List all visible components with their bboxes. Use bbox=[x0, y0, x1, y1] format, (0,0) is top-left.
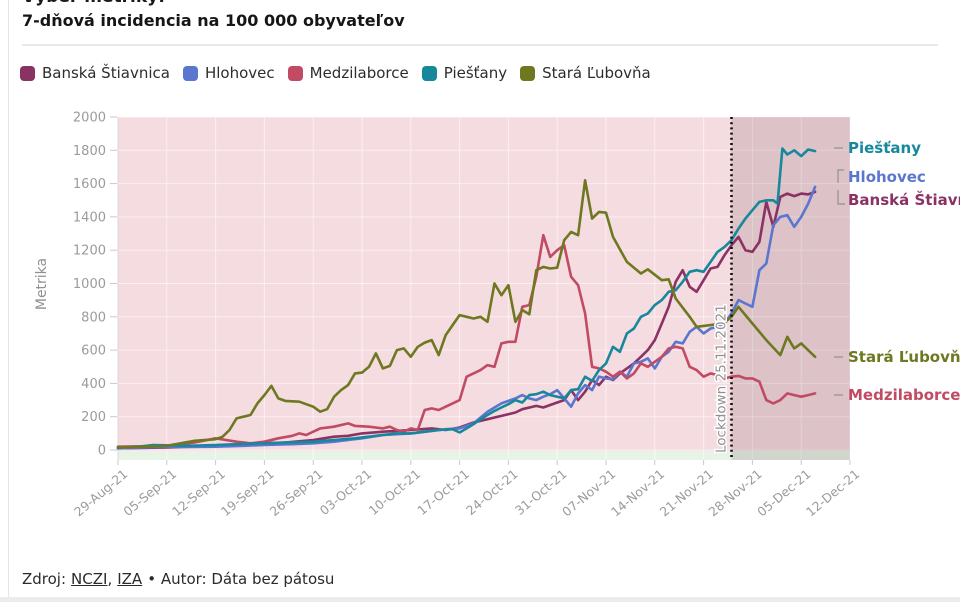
legend-item-stara-lubovna[interactable]: Stará Ľubovňa bbox=[520, 64, 651, 82]
source-comma: , bbox=[107, 570, 113, 588]
x-tick-label: 10-Oct-21 bbox=[365, 466, 423, 518]
y-tick-label: 800 bbox=[81, 310, 106, 325]
legend-label-banska-stiavnica: Banská Štiavnica bbox=[42, 64, 170, 82]
legend-label-stara-lubovna: Stará Ľubovňa bbox=[542, 64, 651, 82]
legend-item-banska-stiavnica[interactable]: Banská Štiavnica bbox=[20, 64, 170, 82]
y-tick-label: 1000 bbox=[73, 277, 106, 292]
x-tick-label: 12-Dec-21 bbox=[803, 466, 862, 519]
y-tick-label: 0 bbox=[98, 444, 106, 459]
x-tick-label: 17-Oct-21 bbox=[414, 466, 472, 518]
page-title: 7-dňová incidencia na 100 000 obyvateľov bbox=[22, 11, 405, 30]
series-end-label-hlohovec: Hlohovec bbox=[848, 168, 926, 186]
legend-swatch-piestany bbox=[421, 65, 437, 81]
legend-swatch-medzilaborce bbox=[287, 65, 303, 81]
legend-label-piestany: Piešťany bbox=[443, 64, 508, 82]
y-tick-label: 1600 bbox=[73, 177, 106, 192]
x-tick-label: 12-Sep-21 bbox=[169, 466, 228, 519]
source-prefix: Zdroj: bbox=[22, 570, 67, 588]
x-tick-label: 26-Sep-21 bbox=[267, 466, 326, 519]
source-link-iza[interactable]: IZA bbox=[117, 570, 143, 588]
title-divider bbox=[22, 44, 938, 46]
y-tick-label: 600 bbox=[81, 344, 106, 359]
legend-swatch-hlohovec bbox=[182, 65, 198, 81]
source-link-nczi[interactable]: NCZI bbox=[71, 570, 108, 588]
x-tick-label: 24-Oct-21 bbox=[463, 466, 521, 518]
end-label-leaders bbox=[834, 147, 845, 396]
legend-item-piestany[interactable]: Piešťany bbox=[421, 64, 508, 82]
y-tick-label: 1800 bbox=[73, 144, 106, 159]
legend-label-hlohovec: Hlohovec bbox=[204, 64, 275, 82]
chart-legend: Banská Štiavnica Hlohovec Medzilaborce Pieš… bbox=[20, 64, 664, 82]
series-line-medzilaborce bbox=[116, 233, 817, 448]
card-left-border bbox=[8, 0, 9, 602]
x-tick-label: 29-Aug-21 bbox=[71, 466, 130, 519]
x-tick-label: 19-Sep-21 bbox=[218, 466, 277, 519]
source-line: Zdroj: NCZI, IZA • Autor: Dáta bez pátosu bbox=[22, 570, 334, 588]
legend-label-medzilaborce: Medzilaborce bbox=[309, 64, 409, 82]
legend-item-hlohovec[interactable]: Hlohovec bbox=[182, 64, 275, 82]
series-line-piestany bbox=[116, 147, 817, 449]
plot-band-green bbox=[118, 451, 850, 460]
y-tick-label: 2000 bbox=[73, 111, 106, 126]
series-end-label-stara-lubovna: Stará Ľubovňa bbox=[848, 348, 960, 366]
series-line-banska-stiavnica bbox=[116, 190, 817, 450]
series-end-label-medzilaborce: Medzilaborce bbox=[848, 386, 960, 404]
y-tick-label: 1200 bbox=[73, 244, 106, 259]
post-lockdown-shading bbox=[731, 117, 850, 460]
source-suffix: • Autor: Dáta bez pátosu bbox=[147, 570, 335, 588]
series-end-label-banska-stiavnica: Banská Štiavnica bbox=[848, 190, 960, 209]
y-tick-label: 200 bbox=[81, 410, 106, 425]
series-line-stara-lubovna bbox=[116, 179, 817, 449]
bottom-edge bbox=[0, 597, 960, 602]
metric-selector-label: Výber metriky: bbox=[22, 0, 165, 7]
legend-swatch-stara-lubovna bbox=[520, 65, 536, 81]
x-tick-label: 03-Oct-21 bbox=[317, 466, 375, 518]
x-tick-label: 05-Sep-21 bbox=[120, 466, 179, 519]
y-tick-label: 400 bbox=[81, 377, 106, 392]
legend-swatch-banska-stiavnica bbox=[20, 65, 35, 81]
y-axis-title: Metrika bbox=[34, 258, 50, 310]
legend-item-medzilaborce[interactable]: Medzilaborce bbox=[287, 64, 409, 82]
series-end-label-piestany: Piešťany bbox=[848, 139, 921, 157]
lockdown-annotation-label: Lockdown 25.11.2021 bbox=[713, 304, 729, 453]
y-tick-label: 1400 bbox=[73, 210, 106, 225]
